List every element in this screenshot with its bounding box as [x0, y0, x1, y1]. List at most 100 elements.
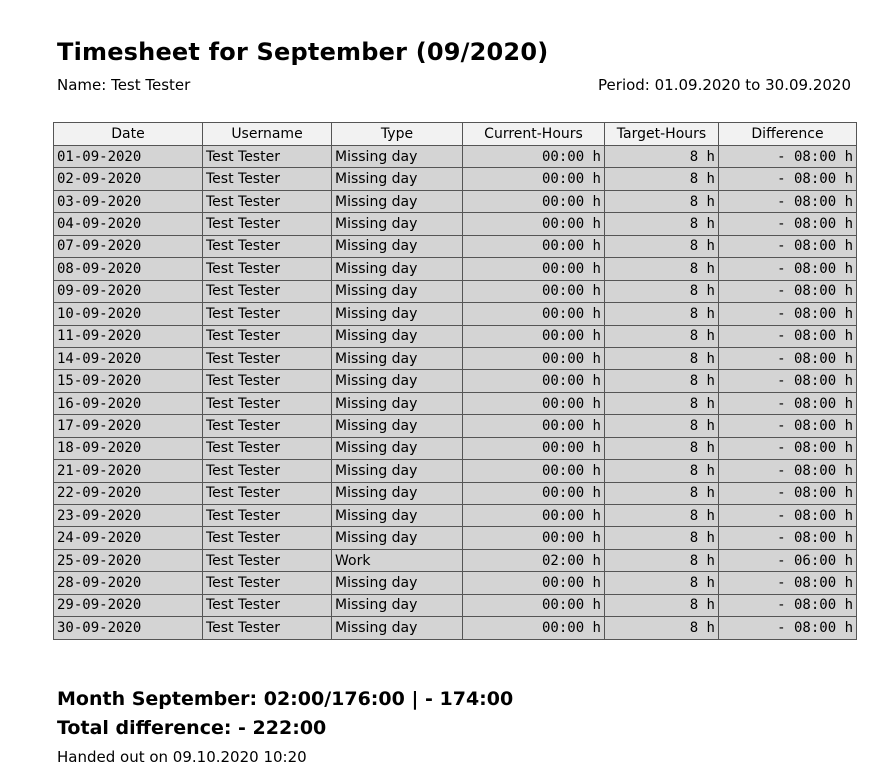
cell-target-hours: 8 h: [604, 144, 719, 169]
cell-date: 28-09-2020: [53, 571, 203, 595]
cell-type: Missing day: [331, 234, 463, 259]
cell-username: Test Tester: [202, 414, 332, 438]
cell-target-hours: 8 h: [604, 459, 719, 483]
cell-date: 01-09-2020: [53, 144, 203, 169]
cell-target-hours: 8 h: [604, 234, 719, 259]
cell-current-hours: 00:00 h: [462, 302, 605, 326]
cell-username: Test Tester: [202, 571, 332, 595]
column-header-current-hours: Current-Hours: [462, 122, 605, 146]
cell-difference: - 08:00 h: [718, 391, 857, 416]
cell-current-hours: 00:00 h: [462, 571, 605, 595]
cell-target-hours: 8 h: [604, 369, 719, 393]
cell-target-hours: 8 h: [604, 571, 719, 595]
cell-difference: - 08:00 h: [718, 616, 857, 640]
cell-type: Missing day: [331, 503, 463, 528]
cell-username: Test Tester: [202, 481, 332, 506]
cell-difference: - 08:00 h: [718, 279, 857, 304]
cell-difference: - 08:00 h: [718, 436, 857, 461]
header-row: Date Username Type Current-Hours Target-…: [53, 122, 857, 146]
cell-date: 02-09-2020: [53, 167, 203, 191]
cell-username: Test Tester: [202, 234, 332, 259]
cell-date: 18-09-2020: [53, 436, 203, 461]
cell-current-hours: 00:00 h: [462, 234, 605, 259]
cell-date: 03-09-2020: [53, 189, 203, 214]
cell-username: Test Tester: [202, 257, 332, 281]
cell-type: Missing day: [331, 369, 463, 393]
cell-date: 08-09-2020: [53, 257, 203, 281]
cell-username: Test Tester: [202, 212, 332, 236]
employee-name: Name: Test Tester: [57, 76, 191, 94]
cell-current-hours: 00:00 h: [462, 189, 605, 214]
cell-date: 29-09-2020: [53, 593, 203, 618]
cell-current-hours: 00:00 h: [462, 167, 605, 191]
cell-type: Work: [331, 548, 463, 573]
column-header-date: Date: [53, 122, 203, 146]
cell-username: Test Tester: [202, 189, 332, 214]
cell-target-hours: 8 h: [604, 257, 719, 281]
cell-type: Missing day: [331, 302, 463, 326]
cell-difference: - 08:00 h: [718, 503, 857, 528]
cell-target-hours: 8 h: [604, 593, 719, 618]
cell-date: 11-09-2020: [53, 324, 203, 348]
column-header-type: Type: [331, 122, 463, 146]
cell-date: 24-09-2020: [53, 526, 203, 550]
cell-date: 22-09-2020: [53, 481, 203, 506]
month-summary: Month September: 02:00/176:00 | - 174:00: [57, 688, 514, 710]
cell-current-hours: 00:00 h: [462, 414, 605, 438]
cell-username: Test Tester: [202, 144, 332, 169]
cell-difference: - 08:00 h: [718, 369, 857, 393]
cell-type: Missing day: [331, 436, 463, 461]
cell-username: Test Tester: [202, 279, 332, 304]
cell-difference: - 08:00 h: [718, 346, 857, 371]
cell-current-hours: 00:00 h: [462, 503, 605, 528]
cell-difference: - 08:00 h: [718, 189, 857, 214]
cell-date: 09-09-2020: [53, 279, 203, 304]
timesheet-table: Date Username Type Current-Hours Target-…: [53, 122, 857, 640]
cell-difference: - 08:00 h: [718, 481, 857, 506]
cell-current-hours: 00:00 h: [462, 459, 605, 483]
cell-difference: - 08:00 h: [718, 302, 857, 326]
page-title: Timesheet for September (09/2020): [57, 38, 549, 66]
cell-current-hours: 00:00 h: [462, 346, 605, 371]
period-range: Period: 01.09.2020 to 30.09.2020: [598, 76, 851, 94]
cell-target-hours: 8 h: [604, 526, 719, 550]
cell-target-hours: 8 h: [604, 414, 719, 438]
column-header-username: Username: [202, 122, 332, 146]
cell-difference: - 08:00 h: [718, 414, 857, 438]
cell-difference: - 08:00 h: [718, 593, 857, 618]
cell-difference: - 08:00 h: [718, 167, 857, 191]
cell-target-hours: 8 h: [604, 503, 719, 528]
cell-target-hours: 8 h: [604, 481, 719, 506]
cell-difference: - 08:00 h: [718, 257, 857, 281]
cell-difference: - 08:00 h: [718, 459, 857, 483]
cell-difference: - 08:00 h: [718, 526, 857, 550]
cell-difference: - 08:00 h: [718, 144, 857, 169]
cell-difference: - 08:00 h: [718, 212, 857, 236]
cell-target-hours: 8 h: [604, 212, 719, 236]
cell-target-hours: 8 h: [604, 167, 719, 191]
cell-type: Missing day: [331, 414, 463, 438]
cell-difference: - 06:00 h: [718, 548, 857, 573]
cell-target-hours: 8 h: [604, 302, 719, 326]
cell-current-hours: 00:00 h: [462, 436, 605, 461]
cell-type: Missing day: [331, 391, 463, 416]
cell-target-hours: 8 h: [604, 324, 719, 348]
cell-username: Test Tester: [202, 503, 332, 528]
cell-username: Test Tester: [202, 459, 332, 483]
cell-type: Missing day: [331, 526, 463, 550]
